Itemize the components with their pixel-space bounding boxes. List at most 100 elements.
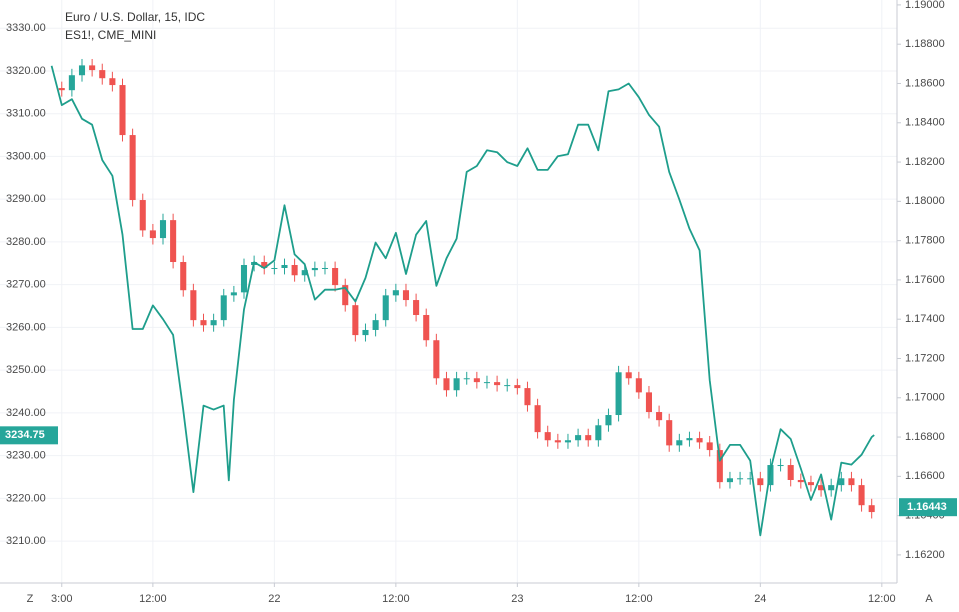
candle-body — [777, 465, 784, 467]
candle-body — [514, 385, 521, 389]
y-tick-label: 3330.00 — [6, 22, 46, 34]
candle-body — [210, 320, 217, 326]
price-mark — [0, 426, 58, 445]
candle-body — [818, 485, 825, 491]
y-tick-label: 3320.00 — [6, 65, 46, 77]
candle-body — [402, 290, 410, 301]
line-series — [50, 65, 875, 537]
x-tick-label: 23 — [511, 593, 523, 605]
candle-body — [58, 88, 65, 91]
candle-body — [726, 478, 733, 483]
candle-body — [747, 478, 754, 480]
y-tick-label: 3210.00 — [6, 535, 46, 547]
legend-entry: ES1!, CME_MINI — [65, 28, 156, 42]
candle-body — [706, 442, 713, 451]
control-label[interactable]: Z — [27, 593, 34, 605]
candle-body — [99, 70, 106, 79]
candle-body — [352, 305, 359, 336]
y-tick-label: 3250.00 — [6, 364, 46, 376]
candle-body — [696, 438, 703, 443]
y-tick-label: 3300.00 — [6, 150, 46, 162]
candle-body — [139, 200, 146, 231]
x-tick-label: 12:00 — [625, 593, 653, 605]
control-button[interactable] — [20, 589, 40, 609]
candle-body — [605, 415, 612, 426]
candle-body — [544, 432, 551, 441]
candle-body — [716, 450, 723, 483]
candle-body — [190, 290, 197, 321]
candle-body — [240, 265, 248, 293]
price-mark-label: 1.16443 — [907, 501, 947, 513]
control-label[interactable]: A — [925, 593, 933, 605]
candle-body — [332, 267, 339, 286]
legend-entry: Euro / U.S. Dollar, 15, IDC — [65, 10, 205, 24]
candle-body — [585, 435, 592, 441]
candle-body — [362, 329, 369, 336]
candle-body — [828, 485, 835, 491]
candle-body — [463, 378, 470, 380]
y2-tick-label: 1.17600 — [905, 274, 945, 286]
candle-body — [483, 382, 491, 384]
candle-body — [261, 262, 268, 268]
candle-body — [119, 85, 126, 136]
candle-body — [372, 320, 379, 330]
y2-tick-label: 1.16600 — [905, 470, 945, 482]
candle-body — [868, 505, 875, 513]
candle-body — [595, 425, 602, 441]
candle-body — [342, 285, 349, 306]
candle-body — [423, 315, 430, 341]
plot — [50, 58, 875, 537]
y2-tick-label: 1.18400 — [905, 117, 945, 129]
candle-body — [68, 75, 75, 91]
y-tick-label: 3280.00 — [6, 236, 46, 248]
price-mark-label: 3234.75 — [5, 429, 45, 441]
candle-body — [89, 65, 96, 71]
y2-tick-label: 1.19000 — [905, 0, 945, 11]
candle-body — [645, 392, 652, 413]
y2-tick-label: 1.17200 — [905, 352, 945, 364]
candle-body — [291, 265, 298, 276]
candle-body — [159, 220, 167, 239]
x-tick-label: 22 — [268, 593, 280, 605]
y2-tick-label: 1.18600 — [905, 77, 945, 89]
grid — [0, 0, 897, 583]
candle-body — [443, 378, 450, 391]
x-tick-label: 12:00 — [139, 593, 167, 605]
candle-body — [564, 440, 572, 443]
y-tick-label: 3240.00 — [6, 407, 46, 419]
candle-body — [838, 478, 845, 486]
candle-body — [220, 295, 227, 321]
x-tick-label: 12:00 — [868, 593, 896, 605]
candle-body — [129, 135, 136, 201]
candle-body — [858, 485, 865, 506]
y-tick-label: 3270.00 — [6, 279, 46, 291]
candle-body — [686, 438, 693, 441]
candle-body — [676, 440, 683, 446]
candle-body — [149, 230, 156, 239]
candle-body — [311, 267, 318, 271]
candle-body — [625, 372, 632, 379]
candle-body — [615, 372, 622, 416]
candle-body — [787, 465, 794, 480]
y-tick-label: 3220.00 — [6, 492, 46, 504]
candle-body — [271, 267, 278, 269]
candle-body — [382, 295, 389, 321]
candle-body — [321, 267, 329, 269]
y2-tick-label: 1.17800 — [905, 235, 945, 247]
y-tick-label: 3290.00 — [6, 193, 46, 205]
candle-body — [504, 385, 511, 387]
candle-body — [301, 270, 308, 276]
candle-body — [473, 378, 480, 383]
candle-body — [524, 388, 531, 406]
candle-body — [534, 405, 541, 433]
x-tick-label: 24 — [754, 593, 766, 605]
x-tick-label: 12:00 — [382, 593, 410, 605]
control-button[interactable] — [919, 589, 939, 609]
candle-body — [797, 479, 804, 483]
candle-body — [737, 478, 744, 480]
candle-body — [494, 382, 501, 386]
